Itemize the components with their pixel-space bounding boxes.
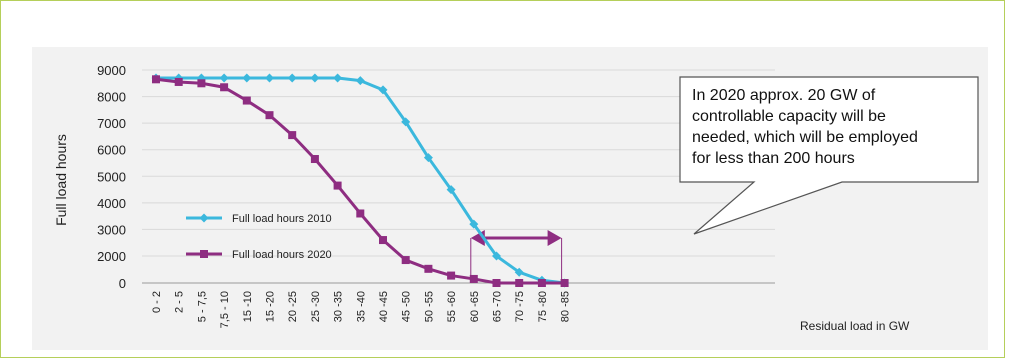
data-point <box>197 79 206 88</box>
x-tick-label: 35 -40 <box>355 291 367 322</box>
x-tick-label: 0 - 2 <box>151 291 163 313</box>
data-point <box>469 274 478 283</box>
data-point <box>401 117 411 127</box>
data-point <box>174 77 183 86</box>
x-tick-label: 45 -50 <box>401 291 413 322</box>
y-tick-label: 3000 <box>97 222 126 237</box>
legend: Full load hours 2010 Full load hours 2020 <box>186 213 332 261</box>
data-point <box>515 279 524 287</box>
data-point <box>242 73 252 83</box>
data-point <box>446 185 456 195</box>
data-point <box>287 73 297 83</box>
callout-line: In 2020 approx. 20 GW of <box>692 87 876 104</box>
data-point <box>492 279 501 287</box>
y-tick-label: 5000 <box>97 169 126 184</box>
x-tick-labels: 0 - 2 2 - 5 5 - 7,5 7,5 - 10 15 -10 15 -20 20 … <box>151 291 572 328</box>
x-tick-label: 7,5 - 10 <box>219 291 231 328</box>
x-tick-label: 80 -85 <box>560 291 572 322</box>
x-tick-label: 25 -30 <box>310 291 322 322</box>
data-point <box>423 153 433 163</box>
data-point <box>355 76 365 86</box>
y-axis-label: Full load hours <box>53 134 69 226</box>
data-point <box>424 264 433 273</box>
x-tick-label: 20 -25 <box>287 291 299 322</box>
data-point <box>447 271 456 280</box>
data-point <box>242 96 251 105</box>
legend-marker <box>199 213 209 223</box>
data-point <box>514 267 524 277</box>
callout-line: controllable capacity will be <box>692 108 886 125</box>
legend-marker <box>200 250 208 258</box>
data-point <box>333 73 343 83</box>
x-tick-label: 60 -65 <box>469 291 481 322</box>
legend-label: Full load hours 2020 <box>232 249 332 261</box>
y-tick-label: 7000 <box>97 116 126 131</box>
data-point <box>310 155 319 164</box>
series-layer <box>151 73 570 288</box>
data-point <box>560 279 569 287</box>
data-point <box>492 251 501 261</box>
data-point <box>333 181 342 190</box>
data-point <box>469 219 479 229</box>
x-tick-label: 5 - 7,5 <box>196 291 208 322</box>
x-tick-label: 50 -55 <box>423 291 435 322</box>
data-point <box>219 73 229 83</box>
x-tick-label: 15 -10 <box>242 291 254 322</box>
callout-line: needed, which will be employed <box>692 129 918 146</box>
callout-box <box>679 76 979 235</box>
y-tick-label: 8000 <box>97 90 126 105</box>
x-tick-label: 2 - 5 <box>174 291 186 313</box>
x-tick-label: 65 -70 <box>492 291 504 322</box>
data-point <box>310 73 320 83</box>
data-point <box>378 85 388 95</box>
x-tick-label: 70 -75 <box>514 291 526 322</box>
data-point <box>401 256 410 265</box>
data-point <box>220 83 229 92</box>
arrowhead-right <box>547 230 562 246</box>
data-point <box>265 73 274 83</box>
y-tick-label: 4000 <box>97 196 126 211</box>
y-tick-label: 9000 <box>97 63 126 78</box>
data-point <box>379 236 387 245</box>
data-point <box>356 209 365 218</box>
data-point <box>288 131 297 140</box>
x-tick-label: 40 -45 <box>378 291 390 322</box>
x-tick-label: 30 -35 <box>333 291 345 322</box>
annotation-callout: In 2020 approx. 20 GW of controllable cap… <box>679 76 979 235</box>
y-tick-labels: 0 2000 3000 4000 5000 6000 7000 8000 9000 <box>97 63 126 291</box>
y-tick-label: 2000 <box>97 249 126 264</box>
x-axis-label: Residual load in GW <box>800 319 910 333</box>
y-tick-label: 0 <box>119 276 126 291</box>
y-tick-label: 6000 <box>97 143 126 158</box>
data-point <box>265 111 274 120</box>
legend-label: Full load hours 2010 <box>232 213 332 225</box>
callout-line: for less than 200 hours <box>692 150 855 167</box>
data-point <box>537 279 546 287</box>
data-point <box>152 75 160 84</box>
x-tick-label: 55 -60 <box>446 291 458 322</box>
x-tick-label: 75 -80 <box>537 291 549 322</box>
x-tick-label: 15 -20 <box>265 291 277 322</box>
